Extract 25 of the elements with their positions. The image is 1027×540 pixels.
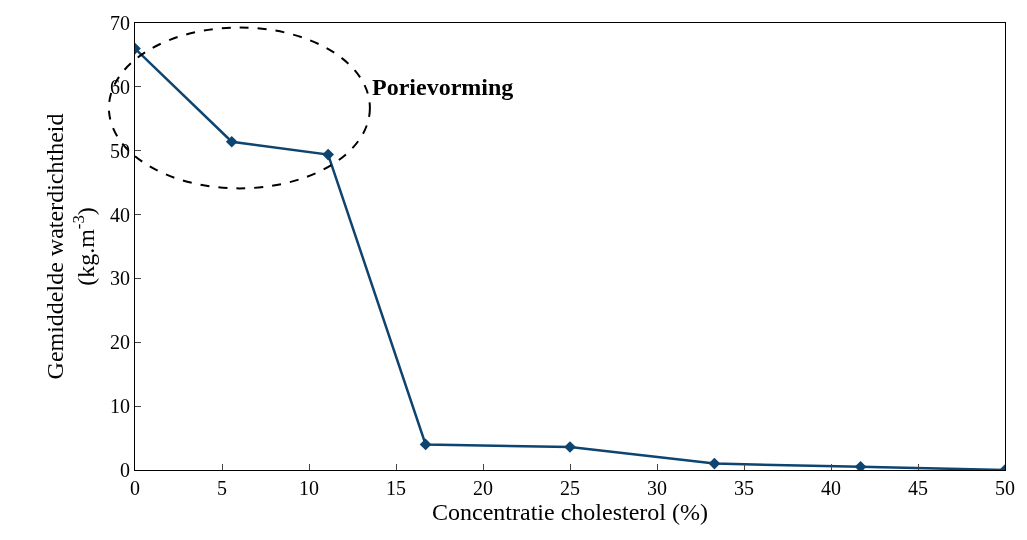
x-tick-label: 15	[386, 477, 406, 499]
point	[708, 457, 721, 470]
x-tick-label: 35	[734, 477, 754, 499]
x-tick-label: 20	[473, 477, 493, 499]
y-tick-label: 20	[110, 331, 130, 354]
point	[419, 438, 432, 451]
x-tick-label: 10	[299, 477, 319, 499]
y-tick-label: 70	[110, 12, 130, 34]
x-tick-label: 25	[560, 477, 580, 499]
y-tick-label: 60	[110, 75, 130, 98]
x-tick-label: 30	[647, 477, 667, 499]
point	[854, 460, 867, 470]
point	[225, 135, 238, 148]
x-tick-label: 40	[821, 477, 841, 499]
x-axis-title: Concentratie cholesterol (%)	[432, 499, 708, 525]
y-tick-label: 40	[110, 203, 130, 226]
x-tick-label: 50	[995, 477, 1015, 499]
point	[322, 148, 334, 161]
y-tick-label: 30	[110, 267, 130, 290]
y-tick-label: 10	[110, 395, 130, 418]
x-tick-label: 45	[908, 477, 928, 499]
x-tick-label: 5	[217, 477, 227, 499]
y-tick-label: 50	[110, 139, 130, 162]
annotation: Porievorming	[372, 74, 514, 100]
y-tick-label: 0	[120, 459, 130, 481]
